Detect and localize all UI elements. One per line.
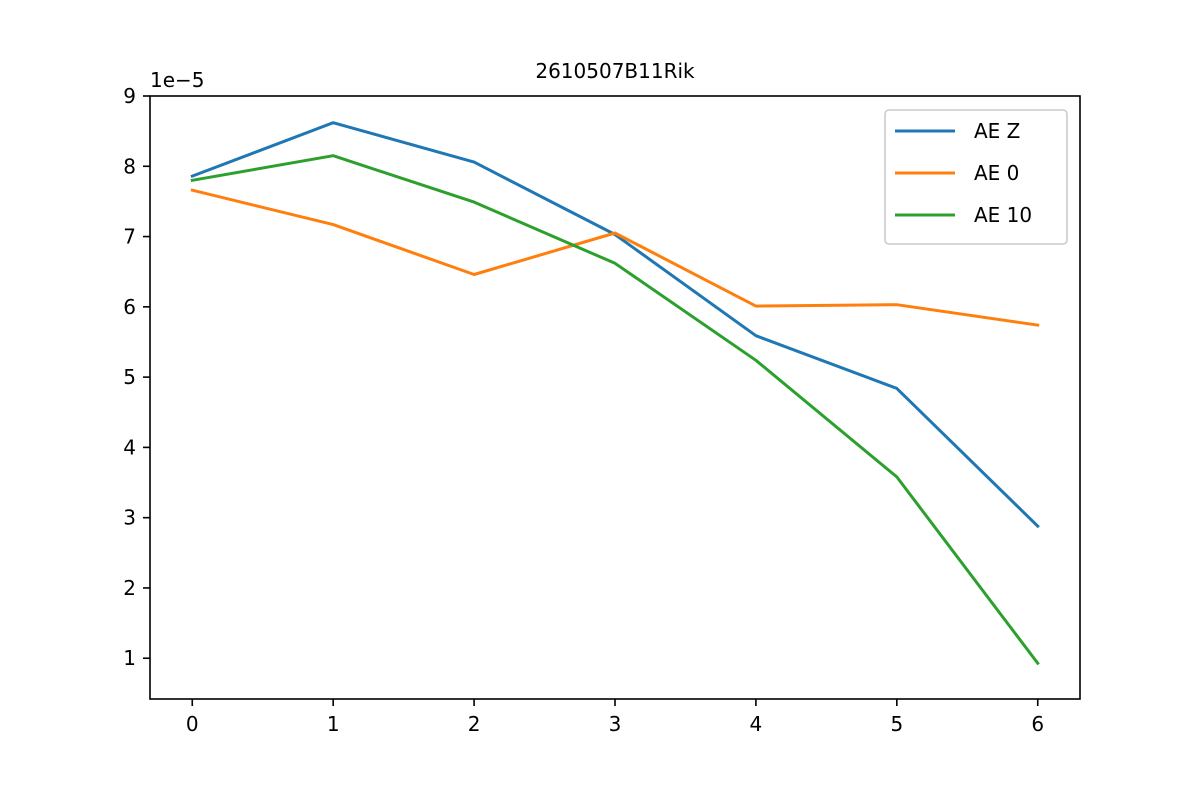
y-axis-scale-label: 1e−5 bbox=[150, 68, 205, 92]
y-tick-label: 9 bbox=[123, 84, 136, 108]
y-tick-label: 1 bbox=[123, 646, 136, 670]
x-tick-label: 2 bbox=[468, 712, 481, 736]
legend: AE Z AE 0 AE 10 bbox=[884, 109, 1068, 245]
chart-title: 2610507B11Rik bbox=[535, 59, 695, 83]
plot-area-frame bbox=[149, 95, 1081, 700]
legend-label: AE Z bbox=[974, 119, 1020, 143]
series-line-ae-0 bbox=[190, 188, 1040, 327]
legend-label: AE 10 bbox=[974, 203, 1032, 227]
y-tick-label: 8 bbox=[123, 154, 136, 178]
series-lines bbox=[190, 121, 1040, 666]
y-axis-ticks: 1 2 3 4 5 6 7 8 9 bbox=[123, 84, 150, 670]
legend-label: AE 0 bbox=[974, 161, 1019, 185]
y-tick-label: 2 bbox=[123, 576, 136, 600]
x-tick-label: 6 bbox=[1031, 712, 1044, 736]
legend-box bbox=[884, 109, 1068, 245]
series-line-ae-10 bbox=[190, 154, 1040, 666]
x-tick-label: 0 bbox=[186, 712, 199, 736]
y-tick-label: 6 bbox=[123, 295, 136, 319]
x-tick-label: 1 bbox=[327, 712, 340, 736]
y-tick-label: 3 bbox=[123, 506, 136, 530]
x-tick-label: 4 bbox=[750, 712, 763, 736]
y-tick-label: 7 bbox=[123, 225, 136, 249]
x-axis-ticks: 0 1 2 3 4 5 6 bbox=[186, 699, 1044, 736]
y-tick-label: 4 bbox=[123, 435, 136, 459]
x-tick-label: 3 bbox=[609, 712, 622, 736]
x-tick-label: 5 bbox=[890, 712, 903, 736]
y-tick-label: 5 bbox=[123, 365, 136, 389]
